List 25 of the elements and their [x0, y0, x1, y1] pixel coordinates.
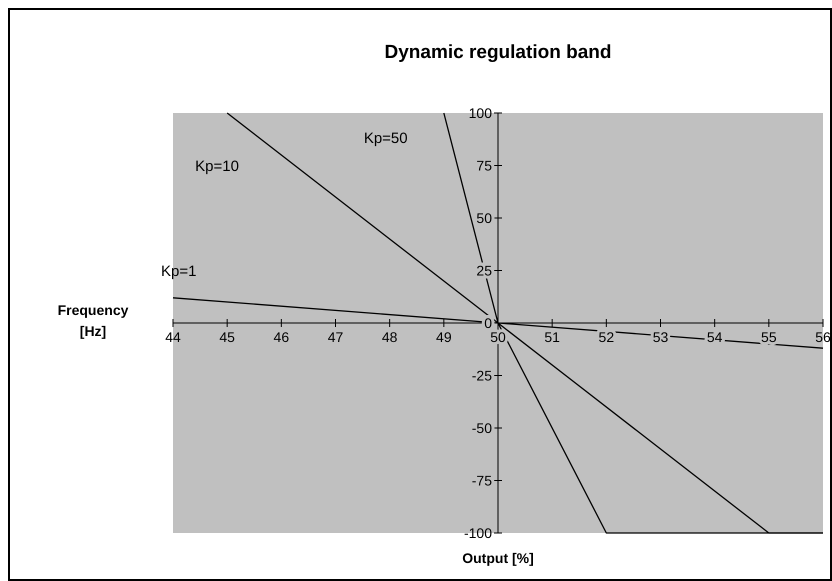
y-axis-title: Frequency [Hz] [58, 302, 129, 339]
x-tick-label: 55 [761, 329, 777, 345]
x-tick-label: 48 [382, 329, 398, 345]
y-tick-label: 100 [468, 105, 492, 121]
chart-title: Dynamic regulation band [384, 42, 612, 63]
text: Kp=50 [364, 130, 408, 147]
y-tick-label: 50 [476, 210, 492, 226]
x-tick-label: 56 [815, 329, 831, 345]
y-tick-label: -25 [472, 368, 492, 384]
y-tick-label: -50 [472, 420, 492, 436]
x-tick-label: 52 [598, 329, 614, 345]
y-tick-label: -100 [464, 525, 492, 541]
x-axis-title: Output [%] [462, 550, 534, 566]
y-tick-label: 0 [484, 315, 492, 331]
y-tick-label: -75 [472, 472, 492, 488]
y-tick-label: 75 [476, 158, 492, 174]
x-tick-label: 46 [274, 329, 290, 345]
series-label: Kp=1 [161, 262, 196, 280]
x-tick-label: 49 [436, 329, 452, 345]
x-tick-label: 51 [544, 329, 560, 345]
x-tick-label: 44 [165, 329, 181, 345]
x-tick-label: 47 [328, 329, 344, 345]
series-label: Kp=10 [195, 158, 239, 175]
y-tick-label: 25 [476, 262, 492, 278]
x-tick-label: 45 [219, 329, 236, 345]
